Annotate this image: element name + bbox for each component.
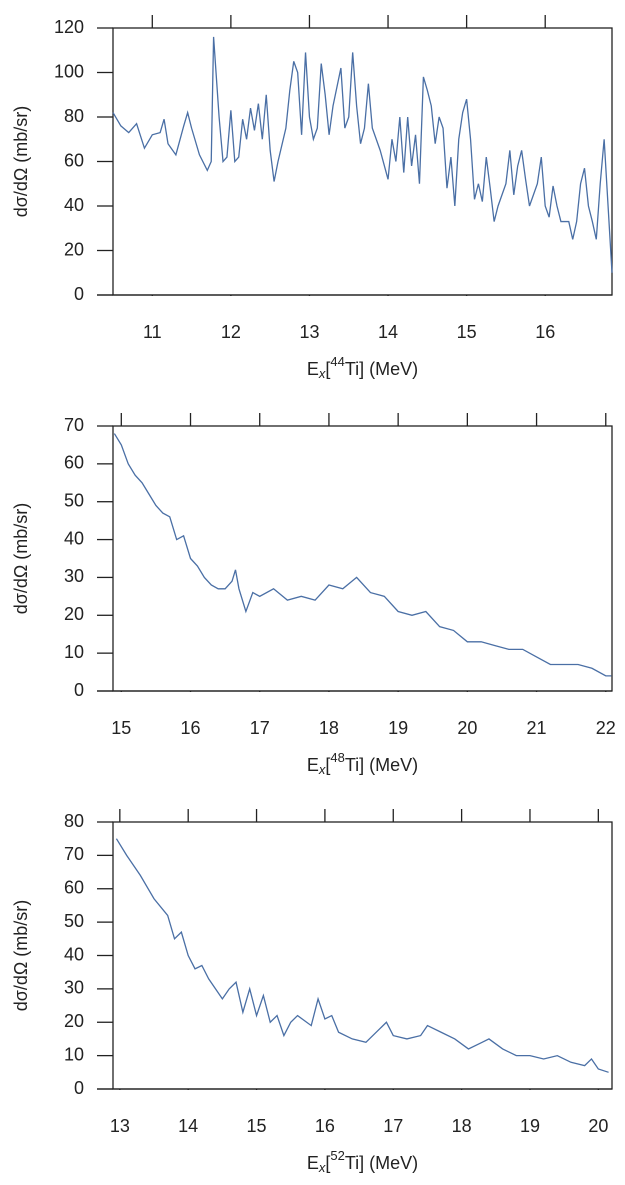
- y-tick-label: 0: [74, 680, 84, 700]
- x-tick-label: 15: [247, 1116, 267, 1136]
- x-axis-label-part: Ti] (MeV): [345, 359, 418, 379]
- x-axis-label-part: [: [325, 1153, 330, 1173]
- x-tick-label: 20: [588, 1116, 608, 1136]
- x-tick-label: 17: [250, 718, 270, 738]
- plot-frame: [112, 425, 613, 692]
- y-tick-label: 60: [64, 453, 84, 473]
- y-tick-label: 50: [64, 490, 84, 510]
- x-axis-label-part: Ti] (MeV): [345, 1153, 418, 1173]
- x-axis-label-part: 44: [330, 354, 344, 369]
- x-axis-label: Ex[44Ti] (MeV): [307, 354, 418, 381]
- x-tick-label: 16: [535, 322, 555, 342]
- y-tick-label: 80: [64, 811, 84, 831]
- x-tick-label: 13: [299, 322, 319, 342]
- data-line: [115, 838, 609, 1073]
- x-tick-label: 17: [383, 1116, 403, 1136]
- y-tick-label: 80: [64, 106, 84, 126]
- y-tick-label: 100: [54, 61, 84, 81]
- y-tick-label: 40: [64, 944, 84, 964]
- x-axis-label-part: E: [307, 1153, 319, 1173]
- x-tick-label: 21: [527, 718, 547, 738]
- y-tick-label: 10: [64, 1044, 84, 1064]
- x-axis-label-part: 48: [330, 750, 344, 765]
- x-axis-label-part: x: [318, 1160, 326, 1175]
- data-line: [113, 433, 612, 677]
- y-tick-label: 20: [64, 604, 84, 624]
- x-tick-label: 19: [388, 718, 408, 738]
- y-tick-label: 20: [64, 239, 84, 259]
- x-axis-label-part: 52: [330, 1148, 344, 1163]
- x-tick-label: 15: [457, 322, 477, 342]
- y-tick-label: 40: [64, 528, 84, 548]
- y-tick-label: 50: [64, 911, 84, 931]
- x-tick-label: 19: [520, 1116, 540, 1136]
- x-tick-label: 13: [110, 1116, 130, 1136]
- y-tick-label: 70: [64, 415, 84, 435]
- x-tick-label: 16: [315, 1116, 335, 1136]
- x-tick-label: 18: [319, 718, 339, 738]
- y-tick-label: 10: [64, 642, 84, 662]
- x-tick-label: 14: [378, 322, 398, 342]
- y-tick-label: 0: [74, 1078, 84, 1098]
- x-axis-label-part: E: [307, 755, 319, 775]
- x-axis-label-part: [: [325, 359, 330, 379]
- x-tick-label: 15: [111, 718, 131, 738]
- x-tick-label: 22: [596, 718, 616, 738]
- x-axis-label-part: x: [318, 762, 326, 777]
- x-tick-label: 14: [178, 1116, 198, 1136]
- y-tick-label: 40: [64, 195, 84, 215]
- y-tick-label: 20: [64, 1011, 84, 1031]
- x-axis-label-part: Ti] (MeV): [345, 755, 418, 775]
- y-axis-label: dσ/dΩ (mb/sr): [11, 900, 31, 1012]
- plot-frame: [112, 27, 613, 296]
- x-axis-label-part: [: [325, 755, 330, 775]
- x-tick-label: 11: [143, 322, 162, 342]
- x-tick-label: 16: [180, 718, 200, 738]
- y-tick-label: 60: [64, 150, 84, 170]
- x-axis-label: Ex[48Ti] (MeV): [307, 750, 418, 777]
- x-tick-label: 12: [221, 322, 241, 342]
- y-tick-label: 120: [54, 17, 84, 37]
- y-axis-label: dσ/dΩ (mb/sr): [11, 503, 31, 615]
- y-axis-label: dσ/dΩ (mb/sr): [11, 106, 31, 218]
- x-axis-label: Ex[52Ti] (MeV): [307, 1148, 418, 1175]
- y-tick-label: 30: [64, 566, 84, 586]
- data-line: [112, 36, 613, 273]
- y-tick-label: 30: [64, 978, 84, 998]
- x-tick-label: 18: [452, 1116, 472, 1136]
- y-tick-label: 0: [74, 284, 84, 304]
- x-tick-label: 20: [457, 718, 477, 738]
- y-tick-label: 70: [64, 844, 84, 864]
- x-axis-label-part: x: [318, 366, 326, 381]
- x-axis-label-part: E: [307, 359, 319, 379]
- y-tick-label: 60: [64, 878, 84, 898]
